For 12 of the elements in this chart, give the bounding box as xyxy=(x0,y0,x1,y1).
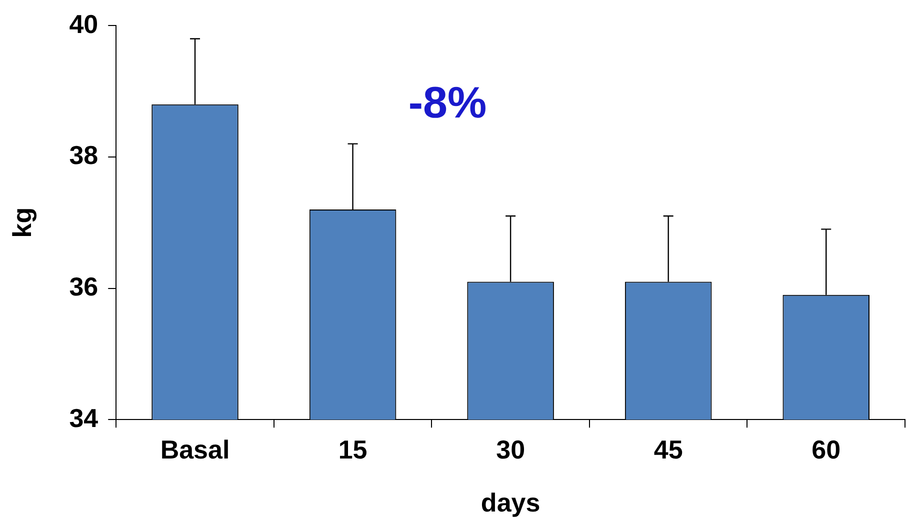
y-axis-title: kg xyxy=(6,207,37,238)
y-tick-label: 36 xyxy=(69,271,98,302)
x-tick-label: Basal xyxy=(160,434,230,464)
y-tick-label: 38 xyxy=(69,140,98,170)
x-tick-label: 60 xyxy=(812,434,841,464)
annotation: -8% xyxy=(408,78,487,128)
x-axis-title: days xyxy=(480,488,540,518)
x-tick-label: 30 xyxy=(496,434,526,464)
y-tick-label: 34 xyxy=(69,402,99,433)
x-tick-label: 15 xyxy=(338,434,368,464)
x-tick-label: 45 xyxy=(654,434,683,464)
y-tick-label: 40 xyxy=(69,8,98,39)
